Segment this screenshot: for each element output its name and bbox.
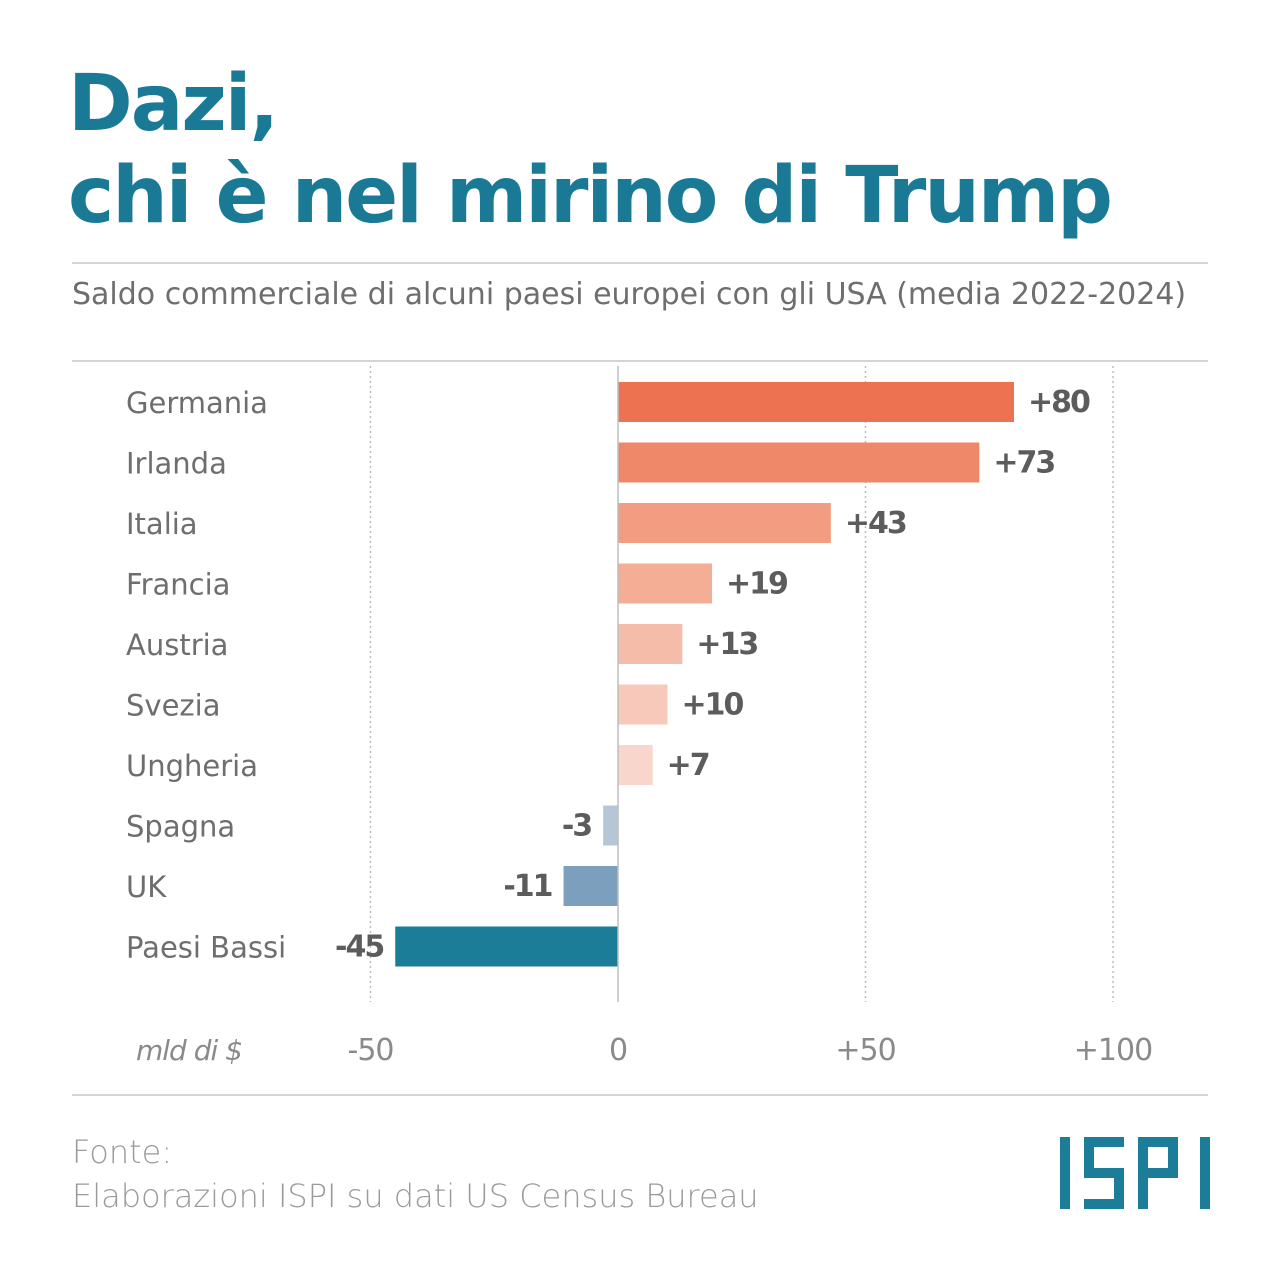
bar-spagna (603, 805, 618, 846)
value-label: +10 (682, 688, 744, 723)
value-label: -3 (562, 809, 591, 844)
bar-ungheria (618, 745, 653, 785)
chart-title-line-2: chi è nel mirino di Trump (68, 151, 1113, 241)
category-label: Francia (126, 568, 230, 602)
value-label: -45 (335, 930, 383, 965)
x-tick-label: -50 (348, 1033, 394, 1068)
bar-germania (618, 382, 1014, 422)
chart-subtitle: Saldo commerciale di alcuni paesi europe… (72, 277, 1187, 312)
x-tick-label: +50 (835, 1033, 895, 1068)
ispi-logo (1060, 1137, 1210, 1209)
bar-irlanda (618, 442, 980, 483)
value-label: +80 (1028, 385, 1090, 420)
chart-title: Dazi, chi è nel mirino di Trump (68, 58, 1113, 242)
bar-chart: Germania Irlanda Italia Francia Austria Svezi… (126, 366, 1153, 1068)
value-label: +19 (726, 567, 787, 602)
category-label: Irlanda (126, 447, 227, 481)
bar-francia (618, 563, 713, 604)
unit-label: mld di $ (136, 1034, 242, 1067)
source-text: Elaborazioni ISPI su dati US Census Bure… (72, 1177, 759, 1215)
value-label: +43 (845, 506, 906, 541)
category-label: Italia (126, 507, 198, 541)
value-label: +13 (696, 627, 757, 662)
divider-top (72, 262, 1208, 264)
category-label: Spagna (126, 810, 235, 844)
value-label: +7 (667, 748, 709, 783)
x-tick-label: +100 (1074, 1033, 1152, 1068)
bar-italia (618, 503, 831, 543)
bar-paesi-bassi (395, 926, 618, 967)
value-label: -11 (503, 869, 551, 904)
source-note: Fonte: Elaborazioni ISPI su dati US Cens… (72, 1130, 759, 1218)
category-label: Svezia (126, 689, 220, 723)
category-label: Ungheria (126, 749, 258, 783)
bar-uk (563, 866, 618, 906)
category-label: UK (126, 870, 167, 904)
source-label: Fonte: (72, 1133, 173, 1171)
bar-austria (618, 624, 683, 664)
category-label: Austria (126, 628, 228, 662)
x-tick-label: 0 (609, 1033, 627, 1068)
category-label: Paesi Bassi (126, 931, 286, 965)
chart-title-line-1: Dazi, (68, 59, 279, 149)
bar-svezia (618, 684, 668, 725)
category-label: Germania (126, 386, 268, 420)
divider-subtitle (72, 360, 1208, 362)
divider-bottom (72, 1094, 1208, 1096)
value-label: +73 (993, 446, 1054, 481)
